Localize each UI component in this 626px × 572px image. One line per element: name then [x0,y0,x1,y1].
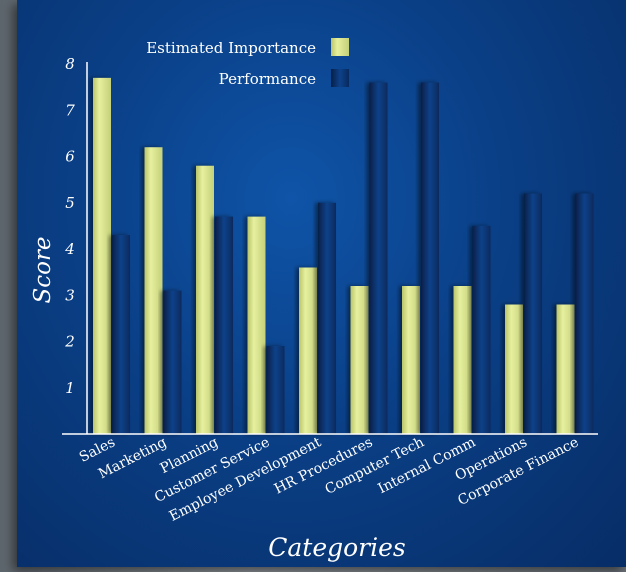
y-tick-label: 4 [64,240,75,258]
bar-performance-corporate-finance [575,193,594,434]
legend-swatch-importance [331,38,349,56]
bar-performance-customer-service [266,346,285,434]
bar-performance-marketing [163,290,182,434]
bar-estimated-importance-corporate-finance [556,304,575,434]
y-tick-label: 5 [65,194,75,212]
bar-performance-sales [112,235,130,434]
y-tick-label: 7 [65,101,75,119]
y-tick-label: 8 [65,55,75,73]
bar-estimated-importance-customer-service [247,216,266,434]
legend-swatch-performance [331,69,349,87]
bar-performance-computer-tech [421,82,439,434]
bar-performance-planning [215,216,233,434]
bar-estimated-importance-computer-tech [402,286,420,434]
legend-label-importance: Estimated Importance [146,39,316,57]
bar-performance-hr-procedures [369,82,388,434]
y-axis-title: Score [30,236,56,303]
bar-performance-internal-comm [472,225,491,434]
bar-estimated-importance-hr-procedures [350,286,369,434]
y-tick-label: 1 [65,379,75,397]
bar-estimated-importance-operations [505,304,523,434]
bar-performance-employee-development [318,202,336,434]
legend-label-performance: Performance [219,70,316,88]
bar-estimated-importance-employee-development [299,267,317,434]
bar-estimated-importance-internal-comm [453,286,472,434]
bar-estimated-importance-sales [93,77,111,434]
bar-performance-operations [524,193,542,434]
bar-estimated-importance-planning [196,165,214,434]
y-tick-label: 2 [64,333,75,351]
y-tick-label: 6 [65,148,75,166]
x-axis-title: Categories [268,533,406,562]
y-tick-label: 3 [65,286,75,304]
bar-estimated-importance-marketing [144,147,163,434]
